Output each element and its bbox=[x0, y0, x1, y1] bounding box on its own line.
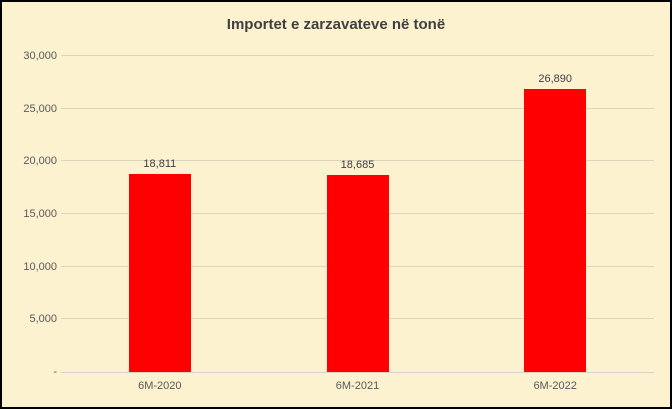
bar-value-label: 18,811 bbox=[143, 157, 177, 170]
y-gridline bbox=[61, 107, 654, 109]
y-tick-label: 25,000 bbox=[23, 102, 57, 115]
y-tick-label: 30,000 bbox=[23, 50, 57, 62]
y-tick-label: 5,000 bbox=[29, 313, 57, 326]
y-tick-label: 10,000 bbox=[23, 260, 57, 273]
bar-6M-2020 bbox=[128, 173, 191, 372]
y-gridline bbox=[61, 55, 654, 56]
x-category-label: 6M-2022 bbox=[533, 380, 577, 392]
bar-value-label: 18,685 bbox=[340, 159, 375, 172]
bar-6M-2021 bbox=[326, 175, 389, 372]
x-category-label: 6M-2021 bbox=[335, 380, 380, 392]
y-gridline bbox=[61, 160, 654, 162]
chart-title: Importet e zarzavateve në tonë bbox=[226, 16, 446, 33]
y-tick-label: 15,000 bbox=[23, 208, 57, 220]
y-tick-label: 20,000 bbox=[23, 155, 57, 168]
y-tick-label: - bbox=[53, 366, 57, 378]
plot-area: 18,811 18,685 26,890 bbox=[61, 55, 654, 373]
bar-value-label: 26,890 bbox=[538, 72, 572, 85]
bar-6M-2022 bbox=[524, 88, 587, 372]
x-category-label: 6M-2020 bbox=[138, 380, 182, 392]
